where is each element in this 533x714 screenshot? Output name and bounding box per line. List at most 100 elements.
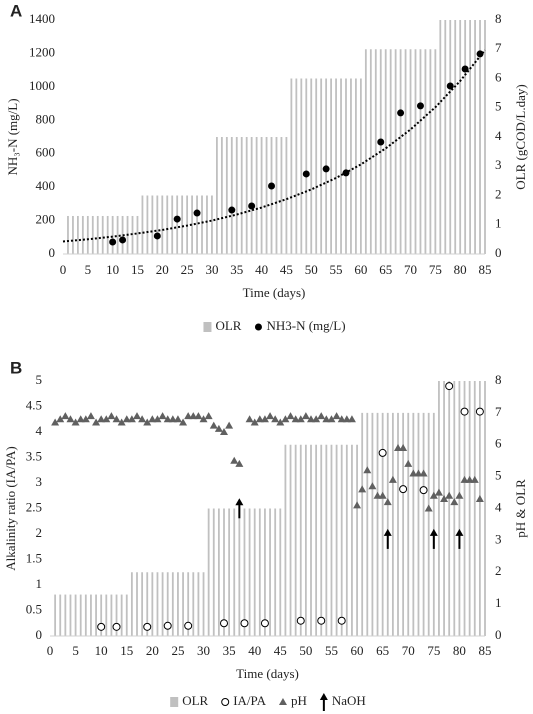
- y-tick-label: 1400: [29, 11, 55, 26]
- bar: [265, 137, 268, 254]
- point: [193, 209, 201, 217]
- y2-tick-label: 3: [495, 531, 502, 546]
- point: [266, 412, 275, 420]
- legend: OLR NH3-N (mg/L): [203, 318, 346, 333]
- bar: [381, 412, 384, 636]
- bar: [294, 444, 297, 636]
- bar: [84, 594, 87, 636]
- bar: [458, 381, 461, 636]
- arrow-head: [319, 693, 328, 700]
- bar: [361, 412, 364, 636]
- arrow: [455, 528, 464, 549]
- bar: [217, 508, 220, 636]
- point: [317, 412, 326, 420]
- bar: [448, 381, 451, 636]
- bar: [67, 215, 69, 254]
- bar: [72, 215, 74, 254]
- bar: [463, 381, 466, 636]
- y2-tick-label: 8: [495, 11, 502, 26]
- x-tick-label: 60: [351, 643, 364, 658]
- point: [445, 382, 454, 391]
- x-tick-label: 60: [354, 262, 367, 277]
- point: [240, 619, 249, 628]
- x-tick-label: 70: [402, 643, 415, 658]
- point: [327, 415, 336, 423]
- point: [276, 418, 285, 426]
- y-tick-label: 1000: [29, 78, 55, 93]
- bar: [81, 215, 84, 254]
- bar: [216, 137, 218, 254]
- bar: [235, 137, 238, 254]
- point: [245, 415, 254, 423]
- point: [296, 616, 305, 625]
- legend-swatch: [221, 698, 230, 706]
- point: [414, 469, 423, 477]
- y2-tick-label: 1: [495, 216, 502, 231]
- bar: [384, 49, 387, 254]
- bar: [351, 444, 353, 636]
- x-tick-label: 45: [280, 262, 293, 277]
- bar: [417, 412, 420, 636]
- bar: [161, 572, 164, 636]
- point: [214, 424, 223, 432]
- legend-label: OLR: [215, 318, 241, 333]
- bar: [429, 49, 432, 254]
- point: [117, 418, 126, 426]
- bar: [345, 444, 348, 636]
- y2-tick-label: 7: [495, 404, 502, 419]
- bar: [110, 594, 113, 636]
- point: [250, 418, 259, 426]
- bar: [424, 49, 427, 254]
- bar: [369, 49, 372, 254]
- bar: [280, 137, 283, 254]
- bar: [171, 572, 174, 636]
- bar: [389, 49, 392, 254]
- x-tick-label: 50: [305, 262, 318, 277]
- bar: [305, 78, 308, 254]
- bar: [374, 49, 377, 254]
- point: [204, 412, 213, 420]
- x-tick-label: 70: [404, 262, 417, 277]
- bar: [464, 20, 467, 254]
- y-tick-label: 4.5: [26, 397, 42, 412]
- x-tick-label: 15: [120, 643, 133, 658]
- point: [363, 466, 372, 474]
- bar: [100, 594, 103, 636]
- bar: [115, 594, 118, 636]
- point: [358, 485, 367, 493]
- bar: [166, 195, 169, 254]
- bar: [228, 508, 231, 636]
- point: [347, 415, 356, 423]
- point: [71, 418, 80, 426]
- bar: [54, 594, 57, 636]
- point: [86, 412, 95, 420]
- y-tick-label: 0.5: [26, 601, 42, 616]
- x-tick-label: 85: [479, 643, 492, 658]
- point: [383, 498, 392, 506]
- y-axis-title: Alkalinity ratio (IA/PA): [3, 446, 18, 570]
- x-tick-label: 45: [274, 643, 287, 658]
- bar: [151, 195, 154, 254]
- bar: [258, 508, 261, 636]
- point: [220, 619, 228, 628]
- point: [143, 622, 152, 631]
- bar: [130, 572, 133, 636]
- x-tick-label: 10: [95, 643, 108, 658]
- bar: [74, 594, 77, 636]
- point: [173, 415, 182, 423]
- arrow-head: [235, 498, 244, 506]
- bar: [453, 381, 456, 636]
- y-axis-title: NH₃-N (mg/L): [5, 98, 20, 175]
- x-tick-label: 20: [146, 643, 159, 658]
- point: [235, 459, 244, 467]
- x-tick-label: 25: [181, 262, 194, 277]
- point: [102, 415, 111, 423]
- y-tick-label: 1200: [29, 44, 55, 59]
- point: [388, 475, 397, 483]
- point: [399, 485, 408, 494]
- bar: [59, 594, 62, 636]
- y2-tick-label: 0: [495, 245, 502, 260]
- bar: [76, 215, 79, 254]
- point: [112, 622, 121, 631]
- bar: [248, 508, 251, 636]
